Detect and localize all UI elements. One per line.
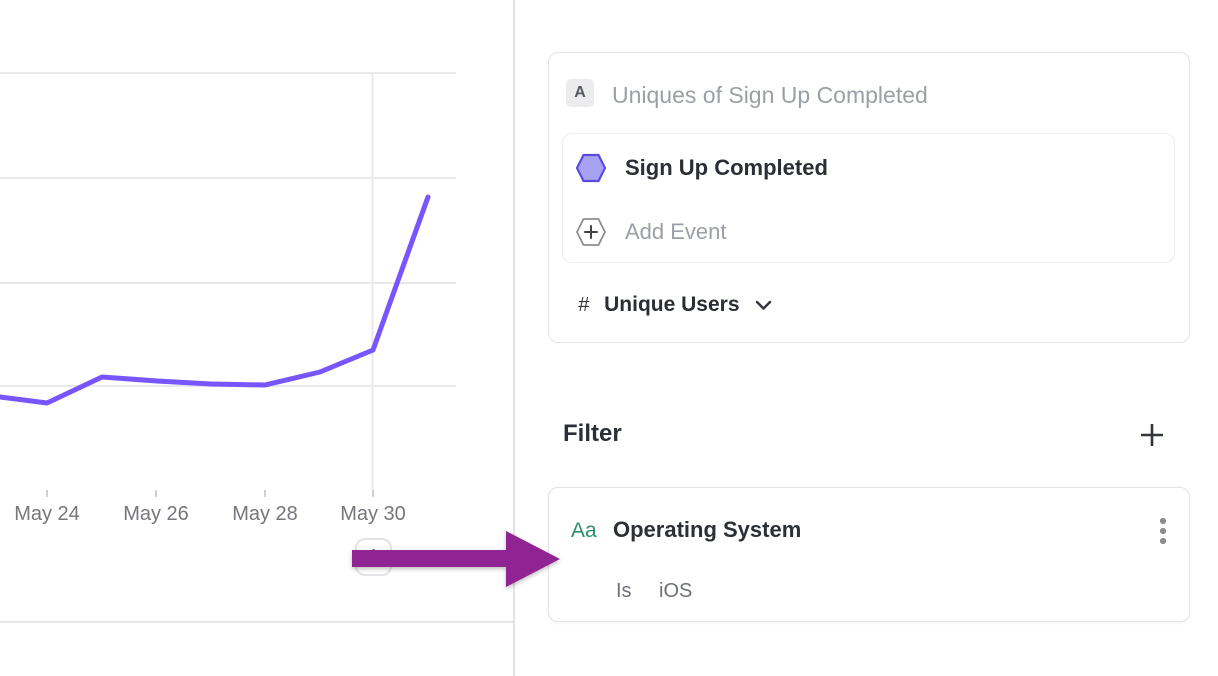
add-filter-button[interactable] bbox=[1138, 421, 1166, 449]
filter-operator[interactable]: Is bbox=[616, 580, 632, 602]
metric-dropdown[interactable]: # Unique Users bbox=[578, 293, 772, 317]
filter-card: Aa Operating System Is iOS bbox=[548, 487, 1190, 622]
event-row[interactable]: Sign Up Completed bbox=[625, 155, 828, 180]
x-axis-label: May 30 bbox=[340, 503, 406, 525]
panel-divider bbox=[513, 0, 515, 676]
plus-icon bbox=[1140, 423, 1164, 447]
kebab-menu-icon bbox=[1159, 517, 1167, 547]
chevron-down-icon bbox=[755, 300, 772, 311]
x-axis-labels: May 24 May 26 May 28 May 30 bbox=[0, 503, 514, 531]
x-axis-label: May 24 bbox=[14, 503, 80, 525]
hash-icon: # bbox=[578, 293, 590, 316]
add-event-icon bbox=[576, 217, 606, 252]
filter-value[interactable]: iOS bbox=[659, 580, 693, 602]
add-event-button[interactable]: Add Event bbox=[625, 219, 727, 244]
filter-property-button[interactable]: Operating System bbox=[613, 517, 802, 542]
query-builder-card: A Uniques of Sign Up Completed Sign Up C… bbox=[548, 52, 1190, 343]
x-axis-label: May 28 bbox=[232, 503, 298, 525]
filter-options-button[interactable] bbox=[1147, 512, 1179, 552]
metric-label: Unique Users bbox=[604, 293, 740, 316]
event-hexagon-icon bbox=[575, 153, 607, 188]
filter-heading: Filter bbox=[563, 420, 622, 447]
highlight-arrow-icon bbox=[352, 531, 560, 587]
property-type-badge: Aa bbox=[571, 519, 597, 542]
event-card: Sign Up Completed Add Event bbox=[562, 133, 1175, 263]
series-title[interactable]: Uniques of Sign Up Completed bbox=[612, 82, 928, 108]
series-badge: A bbox=[566, 79, 594, 107]
x-axis-label: May 26 bbox=[123, 503, 189, 525]
line-chart bbox=[0, 72, 456, 497]
chart-bottom-border bbox=[0, 621, 514, 623]
